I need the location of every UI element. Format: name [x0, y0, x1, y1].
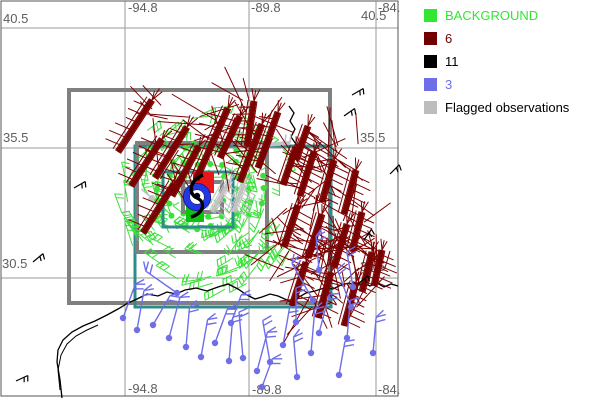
- grid-label: 35.5: [360, 130, 385, 145]
- grid-label: -84.: [378, 0, 400, 15]
- grid-label: 30.5: [2, 256, 27, 271]
- legend-item-0: BACKGROUND: [424, 9, 569, 22]
- grid-label: -94.8: [128, 381, 158, 396]
- legend-label: 11: [445, 54, 459, 69]
- grid-label: -84.: [378, 382, 400, 397]
- legend-label: 3: [445, 77, 453, 92]
- grid-label: 35.5: [3, 130, 28, 145]
- legend-item-4: Flagged observations: [424, 101, 569, 114]
- grid-label: -89.8: [252, 382, 282, 397]
- grid-label: -94.8: [128, 0, 158, 15]
- legend-panel: BACKGROUND 6 11 3 Flagged observations: [424, 9, 569, 124]
- legend-item-1: 6: [424, 32, 569, 45]
- legend-label: 6: [445, 31, 453, 46]
- legend-item-2: 11: [424, 55, 569, 68]
- legend-swatch: [424, 101, 437, 114]
- legend-swatch: [424, 32, 437, 45]
- grid-label: 40.5: [361, 8, 386, 23]
- grid-label: 40.5: [3, 11, 28, 26]
- legend-swatch: [424, 55, 437, 68]
- legend-swatch: [424, 78, 437, 91]
- legend-item-3: 3: [424, 78, 569, 91]
- legend-label: Flagged observations: [445, 100, 570, 115]
- legend-label: BACKGROUND: [445, 8, 539, 23]
- legend-swatch: [424, 9, 437, 22]
- grid-label: -89.8: [251, 0, 281, 15]
